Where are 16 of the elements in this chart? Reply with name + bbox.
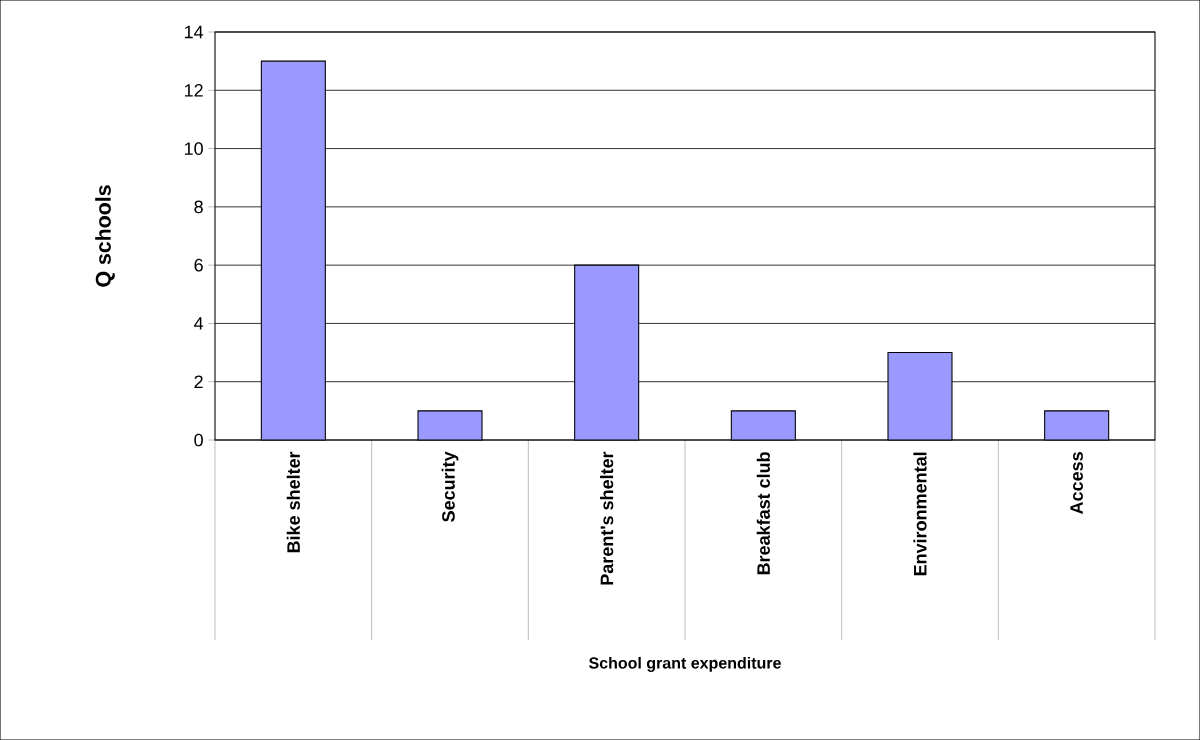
x-tick-label: Security (441, 451, 459, 522)
y-tick-label: 12 (184, 84, 203, 97)
x-tick-label: Environmental (913, 452, 927, 576)
y-axis-title: Q schools (95, 185, 115, 287)
y-tick-label: 10 (184, 142, 203, 155)
x-tick-label: Bike shelter (286, 451, 300, 553)
y-tick-label: 6 (194, 258, 203, 272)
x-tick-label: Access (1070, 452, 1083, 514)
x-axis-title: School grant expenditure (589, 656, 781, 672)
y-tick-label: 8 (194, 200, 203, 214)
y-tick-label: 14 (184, 25, 204, 39)
y-tick-label: 4 (194, 317, 204, 330)
y-tick-label: 2 (194, 375, 203, 388)
x-tick-label: Parent's shelter (600, 451, 614, 585)
y-tick-label: 0 (194, 433, 203, 447)
x-tick-label: Breakfast club (756, 452, 770, 575)
